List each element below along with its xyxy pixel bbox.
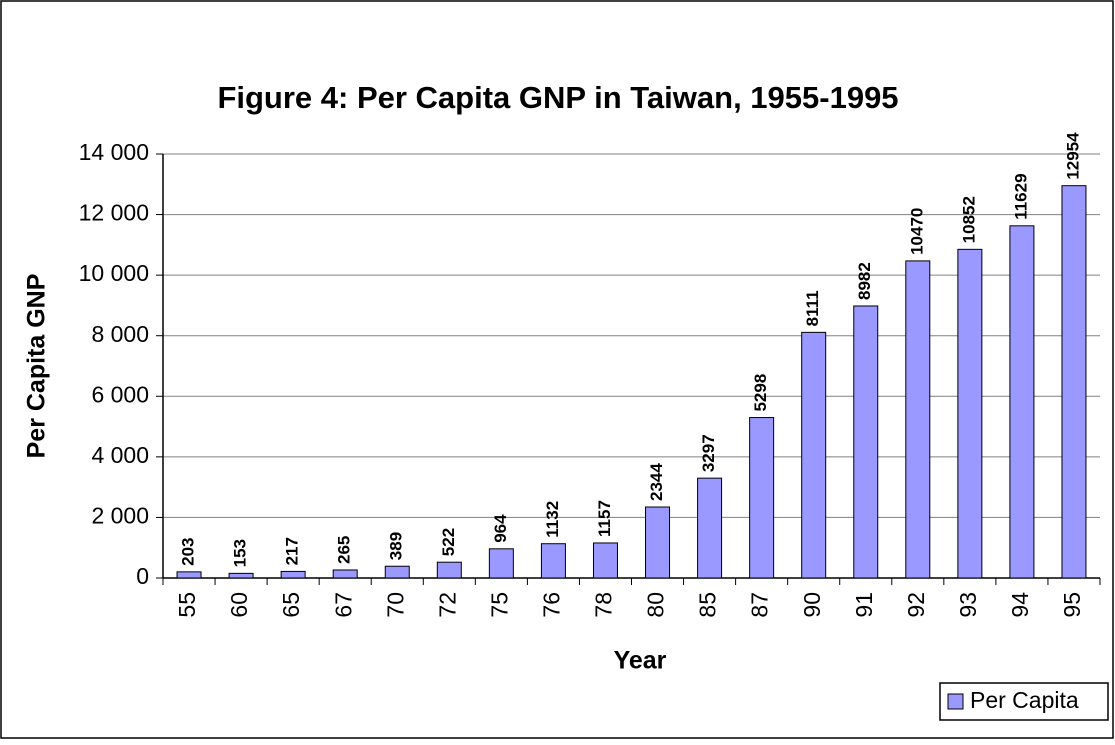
x-axis-label: Year	[614, 647, 667, 675]
bar	[436, 561, 462, 579]
y-tick-label: 2 000	[91, 503, 149, 529]
x-tick-label: 70	[382, 592, 408, 618]
x-tick-label: 87	[747, 592, 773, 618]
data-label: 153	[231, 539, 250, 567]
data-label: 1132	[543, 501, 562, 538]
bar	[1009, 225, 1035, 579]
legend-swatch	[947, 693, 964, 710]
y-tick-label: 8 000	[91, 321, 149, 347]
bar	[645, 506, 671, 579]
x-tick-label: 72	[434, 592, 460, 618]
bar	[957, 248, 983, 579]
x-tick-label: 76	[538, 592, 564, 618]
bar	[801, 331, 827, 579]
x-tick-label: 95	[1059, 592, 1085, 618]
x-tick-label: 75	[486, 592, 512, 618]
x-tick-label: 93	[955, 592, 981, 618]
x-tick-label: 92	[903, 592, 929, 618]
bar	[384, 565, 410, 579]
x-tick-label: 90	[799, 592, 825, 618]
data-label: 522	[439, 528, 458, 556]
x-tick-label: 67	[330, 592, 356, 618]
data-label: 265	[335, 536, 354, 564]
bar	[540, 543, 566, 579]
bar	[749, 417, 775, 579]
x-tick-label: 55	[174, 592, 200, 618]
data-label: 1157	[595, 500, 614, 537]
data-label: 11629	[1011, 173, 1030, 219]
x-tick-label: 91	[851, 592, 877, 618]
data-label: 217	[283, 537, 302, 565]
bar	[332, 569, 358, 579]
x-tick-label: 65	[278, 592, 304, 618]
bar	[228, 572, 254, 579]
chart-title: Figure 4: Per Capita GNP in Taiwan, 1955…	[217, 80, 898, 115]
y-axis-label: Per Capita GNP	[23, 274, 51, 459]
y-tick-label: 6 000	[91, 381, 149, 407]
legend-label: Per Capita	[970, 687, 1079, 713]
x-tick-label: 85	[695, 592, 721, 618]
y-tick-label: 0	[136, 563, 149, 589]
x-tick-label: 78	[591, 592, 617, 618]
data-label: 3297	[699, 434, 718, 472]
legend-box	[939, 682, 1109, 721]
bar	[176, 571, 202, 579]
x-tick-label: 80	[643, 592, 669, 618]
y-tick-label: 14 000	[79, 139, 149, 165]
y-tick-label: 4 000	[91, 442, 149, 468]
data-label: 12954	[1063, 132, 1082, 180]
data-label: 10852	[959, 196, 978, 243]
bar	[1061, 185, 1087, 579]
bar	[697, 477, 723, 579]
data-label: 203	[179, 537, 198, 565]
bar	[280, 570, 306, 579]
y-tick-label: 10 000	[79, 260, 149, 286]
x-tick-label: 60	[226, 592, 252, 618]
data-label: 964	[491, 514, 510, 543]
bar	[488, 548, 514, 579]
data-label: 2344	[647, 463, 666, 501]
bar	[905, 260, 931, 579]
data-label: 5298	[751, 374, 770, 412]
y-tick-label: 12 000	[79, 200, 149, 226]
bar	[853, 305, 879, 579]
x-tick-label: 94	[1007, 592, 1033, 618]
data-label: 8982	[855, 262, 874, 300]
data-label: 389	[387, 532, 406, 560]
data-label: 8111	[803, 290, 822, 326]
data-label: 10470	[907, 208, 926, 255]
bar	[592, 542, 618, 579]
